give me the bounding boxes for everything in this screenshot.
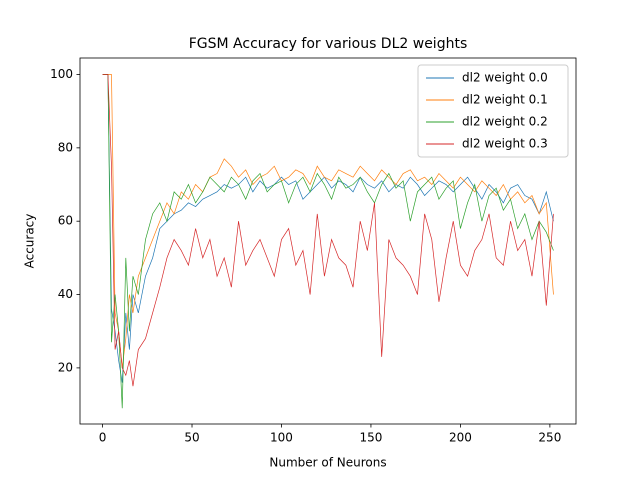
- x-tick-label: 150: [359, 431, 382, 445]
- y-tick-label: 20: [58, 360, 73, 374]
- y-tick-label: 80: [58, 140, 73, 154]
- series-line: [102, 74, 554, 409]
- y-tick-label: 100: [50, 67, 73, 81]
- x-tick-label: 100: [270, 431, 293, 445]
- legend-box: [417, 64, 569, 158]
- y-axis-label: Accuracy: [23, 214, 37, 269]
- series-line: [102, 74, 554, 383]
- legend-label: dl2 weight 0.2: [462, 115, 548, 129]
- x-tick-label: 50: [184, 431, 199, 445]
- legend-label: dl2 weight 0.0: [462, 71, 548, 85]
- chart-title: FGSM Accuracy for various DL2 weights: [189, 36, 468, 52]
- series-line: [102, 74, 554, 387]
- legend-label: dl2 weight 0.1: [462, 93, 548, 107]
- x-tick-label: 0: [99, 431, 107, 445]
- x-tick-label: 200: [449, 431, 472, 445]
- x-tick-label: 250: [538, 431, 561, 445]
- legend-label: dl2 weight 0.3: [462, 137, 548, 151]
- series-line: [102, 74, 554, 368]
- y-tick-label: 60: [58, 214, 73, 228]
- x-axis-label: Number of Neurons: [269, 456, 386, 470]
- plot-frame: [79, 57, 577, 425]
- y-tick-label: 40: [58, 287, 73, 301]
